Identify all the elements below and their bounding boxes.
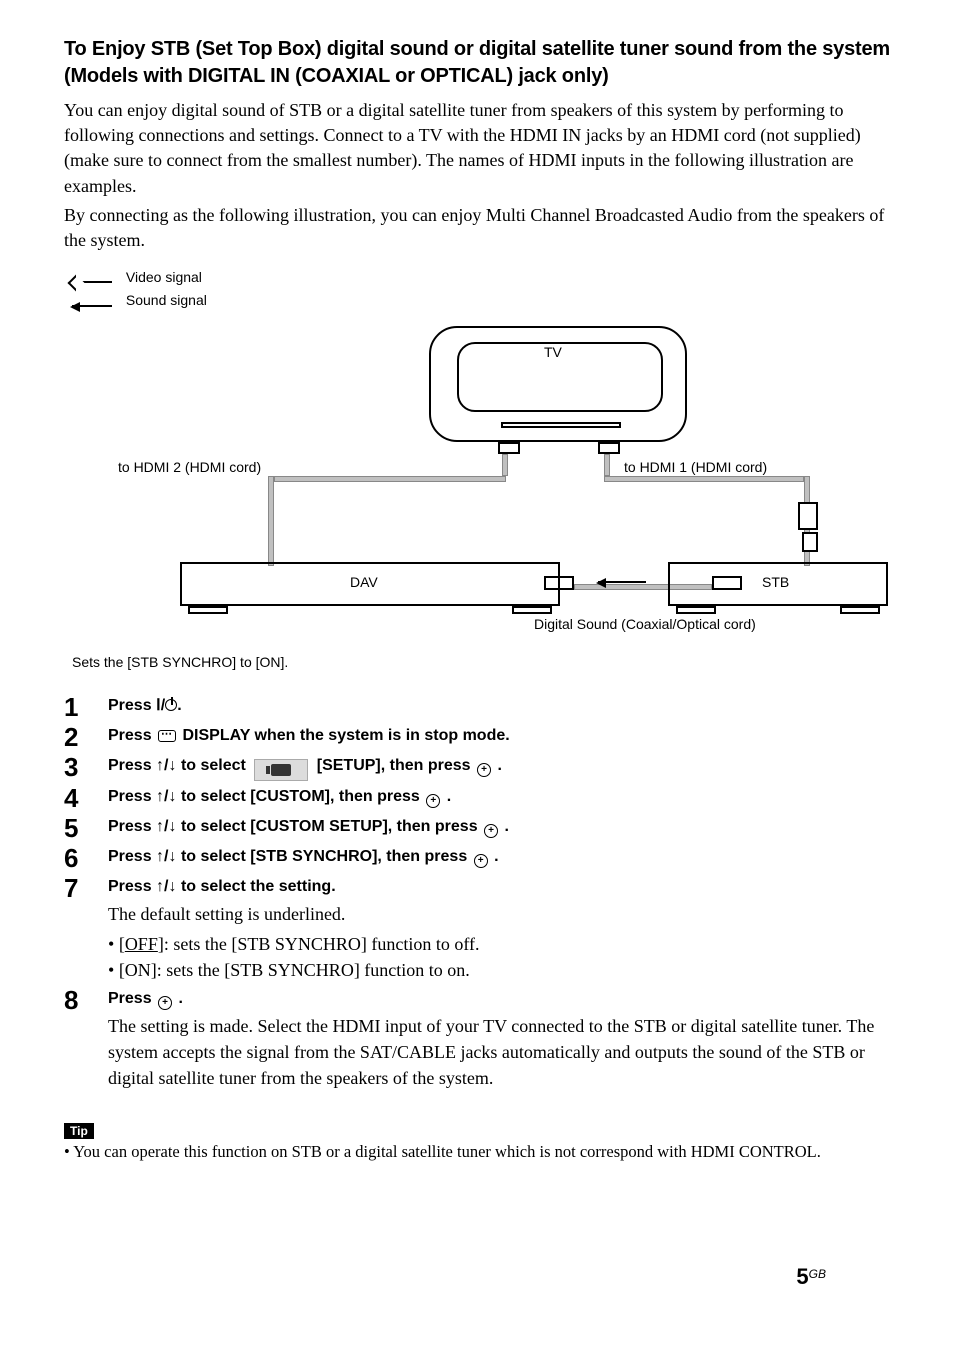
step-8: 8 Press + . The setting is made. Select … (64, 987, 890, 1091)
hdmi2-cable (502, 454, 508, 476)
enter-icon: + (474, 854, 488, 868)
step-5-text-b: to select [CUSTOM SETUP], then press (177, 818, 483, 835)
video-signal-arrow-icon (72, 281, 112, 283)
up-down-icon: ↑/↓ (156, 818, 176, 835)
up-down-icon: ↑/↓ (156, 788, 176, 805)
tv-hdmi2-plug-icon (498, 442, 520, 454)
step-number: 7 (64, 875, 108, 983)
enter-icon: + (158, 996, 172, 1010)
step-number: 6 (64, 845, 108, 871)
sound-signal-arrow-icon (72, 305, 112, 307)
step-6-text-b: to select [STB SYNCHRO], then press (177, 848, 472, 865)
section-title: To Enjoy STB (Set Top Box) digital sound… (64, 36, 890, 90)
up-down-icon: ↑/↓ (156, 757, 176, 774)
intro-paragraph-1: You can enjoy digital sound of STB or a … (64, 98, 890, 199)
step-6-text-c: . (490, 848, 499, 865)
video-signal-label: Video signal (126, 269, 202, 285)
display-icon (158, 730, 176, 742)
hdmi1-cable (604, 454, 610, 476)
step-number: 5 (64, 815, 108, 841)
tv-label: TV (544, 344, 562, 360)
tip-text: • You can operate this function on STB o… (64, 1142, 890, 1162)
step-3-text-b: to select (177, 757, 251, 774)
step-3: 3 Press ↑/↓ to select [SETUP], then pres… (64, 754, 890, 781)
page-number: 5GB (796, 1264, 826, 1290)
step-5-text-a: Press (108, 818, 156, 835)
step-1-text-a: Press (108, 697, 156, 714)
step-8-text-a: Press (108, 990, 156, 1007)
step-4-text-c: . (442, 788, 451, 805)
enter-icon: + (484, 824, 498, 838)
step-3-text-a: Press (108, 757, 156, 774)
hdmi1-label: to HDMI 1 (HDMI cord) (624, 459, 767, 475)
step-1-text-b: . (177, 697, 181, 714)
enter-icon: + (477, 763, 491, 777)
stb-label: STB (762, 574, 789, 590)
step-7-option-off: [OFF]: sets the [STB SYNCHRO] function t… (108, 931, 890, 957)
step-number: 3 (64, 754, 108, 781)
step-8-desc: The setting is made. Select the HDMI inp… (108, 1013, 890, 1091)
tv-hdmi1-plug-icon (598, 442, 620, 454)
up-down-icon: ↑/↓ (156, 848, 176, 865)
step-5-text-c: . (500, 818, 509, 835)
step-3-text-c: [SETUP], then press (312, 757, 475, 774)
step-8-text-b: . (174, 990, 183, 1007)
step-number: 8 (64, 987, 108, 1091)
connection-diagram: Video signal Sound signal TV to HDMI 2 (… (64, 269, 890, 670)
step-3-text-d: . (493, 757, 502, 774)
step-7: 7 Press ↑/↓ to select the setting. The d… (64, 875, 890, 983)
up-down-icon: ↑/↓ (156, 878, 176, 895)
step-4-text-a: Press (108, 788, 156, 805)
sound-signal-label: Sound signal (126, 292, 207, 308)
step-7-text-a: Press (108, 878, 156, 895)
step-4-text-b: to select [CUSTOM], then press (177, 788, 425, 805)
hdmi2-label: to HDMI 2 (HDMI cord) (118, 459, 261, 475)
digital-sound-label: Digital Sound (Coaxial/Optical cord) (534, 616, 756, 632)
diagram-legend: Video signal Sound signal (64, 269, 890, 316)
hdmi1-plug-icon (798, 502, 818, 530)
step-4: 4 Press ↑/↓ to select [CUSTOM], then pre… (64, 785, 890, 811)
sets-synchro-note: Sets the [STB SYNCHRO] to [ON]. (64, 654, 890, 670)
step-5: 5 Press ↑/↓ to select [CUSTOM SETUP], th… (64, 815, 890, 841)
setup-chip-icon (254, 759, 308, 781)
step-number: 1 (64, 694, 108, 720)
step-6: 6 Press ↑/↓ to select [STB SYNCHRO], the… (64, 845, 890, 871)
enter-icon: + (426, 794, 440, 808)
step-2: 2 Press DISPLAY when the system is in st… (64, 724, 890, 750)
step-1: 1 Press Ⅰ/. (64, 694, 890, 720)
steps-list: 1 Press Ⅰ/. 2 Press DISPLAY when the sys… (64, 694, 890, 1092)
step-7-text-b: to select the setting. (177, 878, 336, 895)
step-7-desc: The default setting is underlined. (108, 901, 890, 927)
step-2-text-b: DISPLAY when the system is in stop mode. (178, 727, 510, 744)
step-6-text-a: Press (108, 848, 156, 865)
stb-sound-arrow-icon (598, 581, 646, 583)
power-icon (165, 699, 177, 711)
step-2-text-a: Press (108, 727, 156, 744)
step-7-option-on: [ON]: sets the [STB SYNCHRO] function to… (108, 957, 890, 983)
step-number: 4 (64, 785, 108, 811)
dav-label: DAV (350, 574, 378, 590)
step-number: 2 (64, 724, 108, 750)
intro-paragraph-2: By connecting as the following illustrat… (64, 203, 890, 253)
tip-badge: Tip (64, 1123, 94, 1139)
